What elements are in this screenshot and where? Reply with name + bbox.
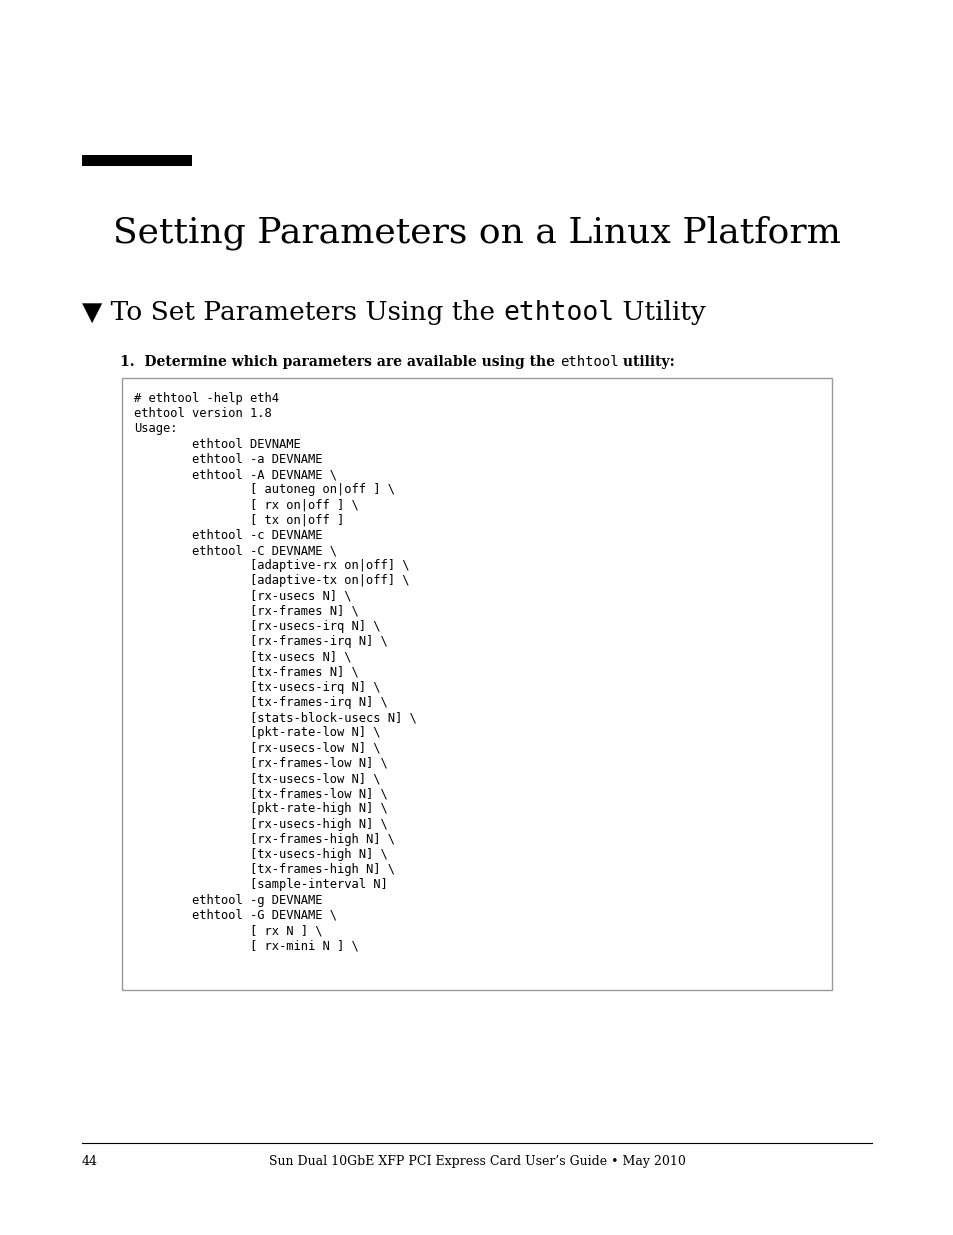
Text: [stats-block-usecs N] \: [stats-block-usecs N] \ (133, 711, 416, 724)
Text: ethtool -C DEVNAME \: ethtool -C DEVNAME \ (133, 543, 336, 557)
Text: Setting Parameters on a Linux Platform: Setting Parameters on a Linux Platform (113, 215, 840, 249)
Text: 44: 44 (82, 1155, 98, 1168)
Text: [tx-usecs-low N] \: [tx-usecs-low N] \ (133, 772, 380, 785)
Bar (122, 378, 831, 990)
Text: [sample-interval N]: [sample-interval N] (133, 878, 387, 892)
Text: [tx-frames-irq N] \: [tx-frames-irq N] \ (133, 697, 387, 709)
Text: ethtool -c DEVNAME: ethtool -c DEVNAME (133, 529, 322, 542)
Text: [tx-usecs-irq N] \: [tx-usecs-irq N] \ (133, 680, 380, 694)
Text: ▼ To Set Parameters Using the: ▼ To Set Parameters Using the (82, 300, 503, 325)
Text: [adaptive-rx on|off] \: [adaptive-rx on|off] \ (133, 559, 409, 572)
Text: [tx-frames-high N] \: [tx-frames-high N] \ (133, 863, 395, 876)
Bar (82, 156, 192, 165)
Text: [rx-usecs-high N] \: [rx-usecs-high N] \ (133, 818, 387, 831)
Text: ethtool -a DEVNAME: ethtool -a DEVNAME (133, 453, 322, 466)
Text: [rx-frames N] \: [rx-frames N] \ (133, 605, 358, 618)
Text: [tx-frames-low N] \: [tx-frames-low N] \ (133, 787, 387, 800)
Text: ethtool version 1.8: ethtool version 1.8 (133, 408, 272, 420)
Text: [tx-usecs N] \: [tx-usecs N] \ (133, 651, 351, 663)
Text: [ rx-mini N ] \: [ rx-mini N ] \ (133, 939, 358, 952)
Text: [pkt-rate-low N] \: [pkt-rate-low N] \ (133, 726, 380, 740)
Text: # ethtool -help eth4: # ethtool -help eth4 (133, 391, 278, 405)
Text: [rx-frames-high N] \: [rx-frames-high N] \ (133, 832, 395, 846)
Text: 1.  Determine which parameters are available using the: 1. Determine which parameters are availa… (120, 354, 559, 369)
Text: [rx-usecs-irq N] \: [rx-usecs-irq N] \ (133, 620, 380, 634)
Text: [ rx on|off ] \: [ rx on|off ] \ (133, 499, 358, 511)
Text: Utility: Utility (614, 300, 705, 325)
Text: [rx-frames-low N] \: [rx-frames-low N] \ (133, 757, 387, 769)
Text: Sun Dual 10GbE XFP PCI Express Card User’s Guide • May 2010: Sun Dual 10GbE XFP PCI Express Card User… (269, 1155, 684, 1168)
Text: [rx-usecs N] \: [rx-usecs N] \ (133, 589, 351, 603)
Text: [tx-usecs-high N] \: [tx-usecs-high N] \ (133, 848, 387, 861)
Text: [rx-usecs-low N] \: [rx-usecs-low N] \ (133, 741, 380, 755)
Text: [ tx on|off ]: [ tx on|off ] (133, 514, 344, 526)
Text: [pkt-rate-high N] \: [pkt-rate-high N] \ (133, 803, 387, 815)
Text: ethtool -G DEVNAME \: ethtool -G DEVNAME \ (133, 909, 336, 921)
Text: [adaptive-tx on|off] \: [adaptive-tx on|off] \ (133, 574, 409, 588)
Text: [tx-frames N] \: [tx-frames N] \ (133, 666, 358, 678)
Text: ethtool DEVNAME: ethtool DEVNAME (133, 437, 300, 451)
Text: ethtool -A DEVNAME \: ethtool -A DEVNAME \ (133, 468, 336, 480)
Text: [ autoneg on|off ] \: [ autoneg on|off ] \ (133, 483, 395, 496)
Text: [ rx N ] \: [ rx N ] \ (133, 924, 322, 937)
Text: Usage:: Usage: (133, 422, 177, 436)
Text: ethtool: ethtool (559, 354, 618, 369)
Text: ethtool: ethtool (503, 300, 614, 326)
Text: utility:: utility: (618, 354, 675, 369)
Text: [rx-frames-irq N] \: [rx-frames-irq N] \ (133, 635, 387, 648)
Text: ethtool -g DEVNAME: ethtool -g DEVNAME (133, 894, 322, 906)
